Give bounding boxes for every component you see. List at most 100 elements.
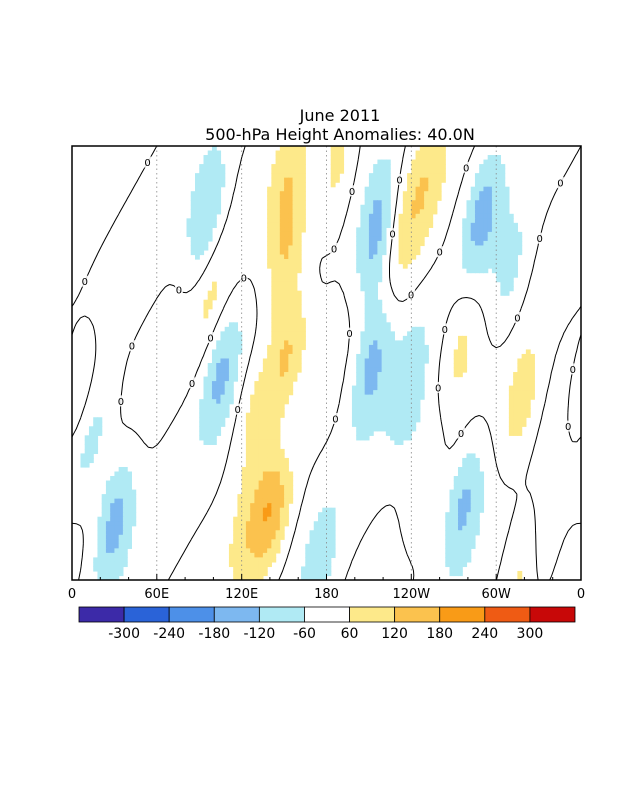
heatmap-cell [449, 498, 455, 504]
heatmap-cell [453, 548, 459, 554]
heatmap-cell [385, 367, 391, 373]
heatmap-cell [199, 426, 205, 432]
heatmap-cell [292, 164, 298, 170]
heatmap-cell [267, 421, 272, 427]
heatmap-cell [474, 227, 480, 233]
heatmap-cell [407, 372, 412, 378]
heatmap-cell [500, 281, 506, 287]
heatmap-cell [224, 358, 230, 364]
heatmap-cell [441, 168, 446, 174]
heatmap-cell [271, 430, 277, 436]
heatmap-cell [199, 227, 205, 233]
heatmap-cell [508, 263, 514, 269]
heatmap-cell [245, 525, 251, 531]
heatmap-cell [419, 376, 425, 382]
heatmap-cell [381, 200, 387, 206]
heatmap-cell [245, 530, 251, 536]
heatmap-cell [275, 516, 281, 522]
heatmap-cell [364, 363, 370, 369]
heatmap-cell [415, 408, 421, 414]
heatmap-cell [462, 353, 468, 360]
heatmap-cell [415, 376, 421, 382]
heatmap-cell [470, 471, 476, 477]
heatmap-cell [373, 164, 378, 170]
heatmap-cell [402, 408, 408, 414]
heatmap-cell [415, 209, 421, 215]
heatmap-cell [279, 507, 285, 513]
anomaly-heatmap [80, 146, 535, 580]
heatmap-cell [521, 363, 527, 369]
heatmap-cell [491, 254, 497, 260]
heatmap-cell [394, 394, 400, 400]
heatmap-cell [368, 263, 374, 269]
heatmap-cell [271, 507, 277, 513]
heatmap-cell [360, 367, 366, 373]
heatmap-cell [275, 503, 281, 509]
heatmap-cell [453, 489, 459, 495]
heatmap-cell [398, 358, 404, 364]
heatmap-cell [364, 195, 370, 201]
heatmap-cell [262, 394, 268, 400]
heatmap-cell [292, 186, 298, 192]
heatmap-cell [275, 177, 281, 183]
heatmap-cell [122, 516, 128, 522]
heatmap-cell [279, 340, 285, 346]
contour-label-text: 0 [514, 313, 520, 324]
heatmap-cell [275, 295, 281, 301]
heatmap-cell [360, 277, 366, 283]
heatmap-cell [131, 503, 137, 509]
heatmap-cell [220, 164, 226, 170]
heatmap-cell [411, 326, 417, 332]
heatmap-cell [224, 372, 230, 378]
contour-label-text: 0 [565, 422, 571, 433]
heatmap-cell [411, 376, 417, 382]
heatmap-cell [245, 521, 251, 527]
heatmap-cell [373, 195, 378, 201]
heatmap-cell [211, 408, 217, 414]
heatmap-cell [292, 182, 298, 188]
heatmap-cell [216, 164, 222, 170]
heatmap-cell [487, 186, 493, 192]
heatmap-cell [186, 231, 192, 238]
heatmap-cell [474, 512, 480, 518]
heatmap-cell [288, 186, 294, 192]
heatmap-cell [500, 164, 506, 170]
heatmap-cell [267, 204, 272, 210]
heatmap-cell [288, 367, 294, 373]
heatmap-cell [457, 503, 463, 509]
heatmap-cell [271, 385, 277, 391]
heatmap-cell [216, 344, 222, 351]
heatmap-cell [262, 466, 268, 473]
heatmap-cell [466, 204, 472, 210]
heatmap-cell [245, 539, 251, 545]
heatmap-cell [470, 507, 476, 513]
heatmap-cell [457, 340, 463, 346]
heatmap-cell [373, 182, 378, 188]
heatmap-cell [470, 231, 476, 238]
heatmap-cell [428, 218, 434, 224]
heatmap-cell [93, 435, 99, 441]
heatmap-cell [381, 236, 387, 242]
heatmap-cell [258, 412, 264, 418]
heatmap-cell [364, 394, 370, 400]
heatmap-cell [487, 155, 493, 161]
heatmap-cell [419, 367, 425, 373]
heatmap-cell [462, 466, 468, 473]
heatmap-cell [267, 435, 272, 441]
heatmap-cell [415, 385, 421, 391]
heatmap-cell [203, 159, 209, 165]
heatmap-cell [228, 557, 234, 563]
heatmap-cell [279, 177, 285, 183]
heatmap-cell [483, 222, 489, 228]
heatmap-cell [385, 426, 391, 432]
heatmap-cell [390, 381, 395, 387]
heatmap-cell [330, 164, 336, 170]
heatmap-cell [245, 426, 251, 432]
heatmap-cell [381, 209, 387, 215]
heatmap-cell [279, 322, 285, 328]
heatmap-cell [322, 548, 328, 554]
heatmap-cell [373, 254, 378, 260]
heatmap-cell [262, 476, 268, 482]
heatmap-cell [271, 191, 277, 197]
heatmap-cell [356, 358, 362, 364]
